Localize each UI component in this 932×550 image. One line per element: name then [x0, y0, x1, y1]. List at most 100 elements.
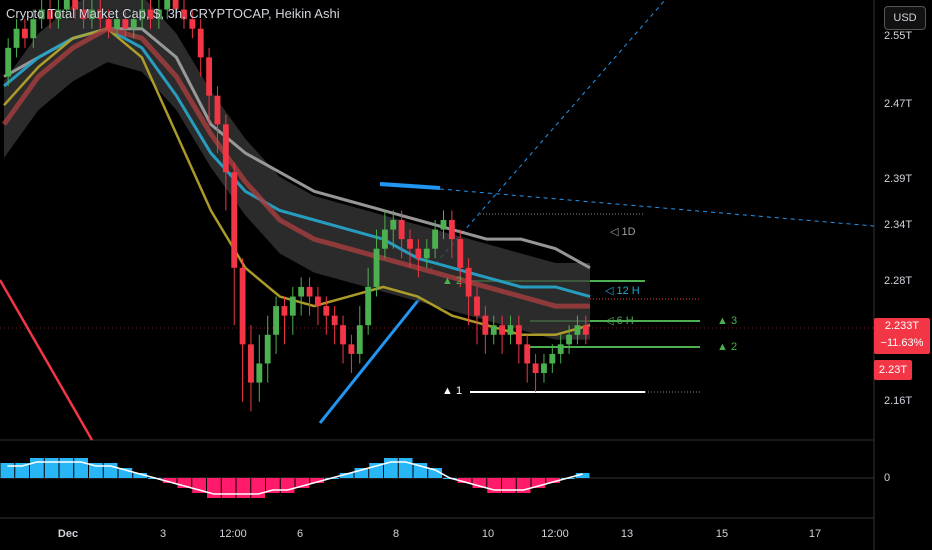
dashed-falling-line[interactable]: [439, 188, 875, 227]
blue-segment[interactable]: [379, 182, 441, 190]
candle-body: [365, 286, 372, 326]
label-12h: ◁ 12 H: [605, 285, 640, 297]
candle-body: [323, 306, 330, 316]
macd-bar: [531, 478, 546, 488]
candle-body: [390, 220, 397, 230]
candle-body: [524, 344, 531, 364]
x-tick-4: 8: [392, 528, 400, 540]
label-1d: ◁ 1D: [610, 226, 636, 238]
macd-bar: [457, 478, 472, 483]
candle-body: [5, 47, 12, 77]
y-tick-4: 2.28T: [884, 275, 913, 287]
candle-body: [474, 296, 480, 316]
macd-bar: [310, 478, 324, 483]
candle-body: [415, 248, 422, 259]
x-tick-5: 10: [481, 528, 495, 540]
candle-body: [499, 325, 506, 335]
y-tick-1: 2.47T: [884, 98, 913, 110]
x-tick-1: 3: [159, 528, 167, 540]
macd-bar: [30, 458, 44, 478]
level-label-2-right: ▲ 2: [717, 341, 738, 353]
x-tick-6: 12:00: [541, 528, 569, 540]
candle-body: [147, 9, 154, 20]
macd-bar: [295, 478, 310, 488]
candle-body: [63, 0, 70, 10]
candles: [5, 0, 589, 412]
x-tick-8: 15: [715, 528, 729, 540]
y-tick-0: 2.55T: [884, 30, 913, 42]
y-tick-2: 2.39T: [884, 173, 913, 185]
candle-body: [373, 248, 380, 287]
candle-body: [541, 363, 547, 374]
candle-body: [281, 306, 288, 316]
candle-body: [164, 0, 171, 10]
candle-body: [30, 19, 37, 39]
candle-body: [356, 325, 363, 354]
candle-body: [331, 315, 338, 326]
macd-bar: [236, 478, 251, 498]
candle-body: [256, 363, 263, 383]
candle-body: [206, 57, 213, 96]
blue-trendline[interactable]: [318, 297, 422, 424]
current-price: 2.233T: [884, 320, 920, 332]
candle-body: [432, 229, 439, 249]
candle-body: [398, 220, 405, 240]
macd-bar: [133, 473, 147, 478]
ema-red-line: [1, 26, 590, 309]
candle-body: [557, 344, 564, 354]
candle-body: [465, 267, 472, 297]
macd-bar: [428, 468, 442, 478]
candle-body: [507, 325, 514, 335]
candle-body: [440, 220, 447, 230]
envelope-fill: [4, 0, 590, 340]
candle-body: [490, 325, 497, 335]
candle-body: [239, 267, 246, 345]
candle-body: [139, 9, 146, 20]
x-tick-7: 13: [620, 528, 634, 540]
dashed-rising-line[interactable]: [429, 0, 666, 271]
x-tick-0: Dec: [57, 528, 79, 540]
candle-body: [72, 0, 79, 10]
candle-body: [172, 0, 179, 10]
red-trendline[interactable]: [0, 279, 94, 441]
macd-bar: [251, 478, 265, 498]
candle-body: [532, 363, 539, 374]
y-tick-3: 2.34T: [884, 219, 913, 231]
candle-body: [155, 9, 162, 20]
candle-body: [122, 19, 129, 29]
candle-body: [88, 9, 95, 20]
candle-body: [289, 296, 296, 316]
macd-bar: [177, 478, 192, 488]
candle-body: [97, 9, 104, 20]
price-change: −11.63%: [880, 337, 924, 349]
macd-bar: [472, 478, 487, 488]
candle-body: [298, 286, 305, 297]
currency-button[interactable]: USD: [884, 6, 926, 30]
candle-body: [130, 19, 137, 29]
candle-body: [566, 334, 573, 345]
candle-body: [264, 334, 271, 364]
label-6h: ◁ 6 H: [605, 315, 634, 327]
candle-body: [47, 9, 53, 20]
y-tick-5: 2.16T: [884, 395, 913, 407]
candle-body: [231, 172, 238, 268]
envelope-band: [4, 0, 590, 340]
candle-body: [457, 239, 464, 268]
candle-body: [222, 124, 229, 173]
candle-body: [21, 28, 28, 39]
level-label-2-left: ▲ 2: [442, 275, 463, 287]
candle-body: [574, 325, 581, 335]
candle-body: [105, 19, 112, 29]
candle-body: [340, 325, 346, 345]
candle-body: [482, 315, 489, 335]
x-tick-2: 12:00: [219, 528, 247, 540]
macd-bar: [354, 468, 369, 478]
level-label-1: ▲ 1: [442, 385, 463, 397]
chart-title: Crypto Total Market Cap, $, 3h, CRYPTOCA…: [6, 6, 340, 21]
macd-pane: [0, 458, 874, 498]
x-tick-9: 17: [808, 528, 822, 540]
candle-body: [80, 9, 87, 20]
macd-bar: [207, 478, 221, 498]
macd-bar: [546, 478, 560, 483]
